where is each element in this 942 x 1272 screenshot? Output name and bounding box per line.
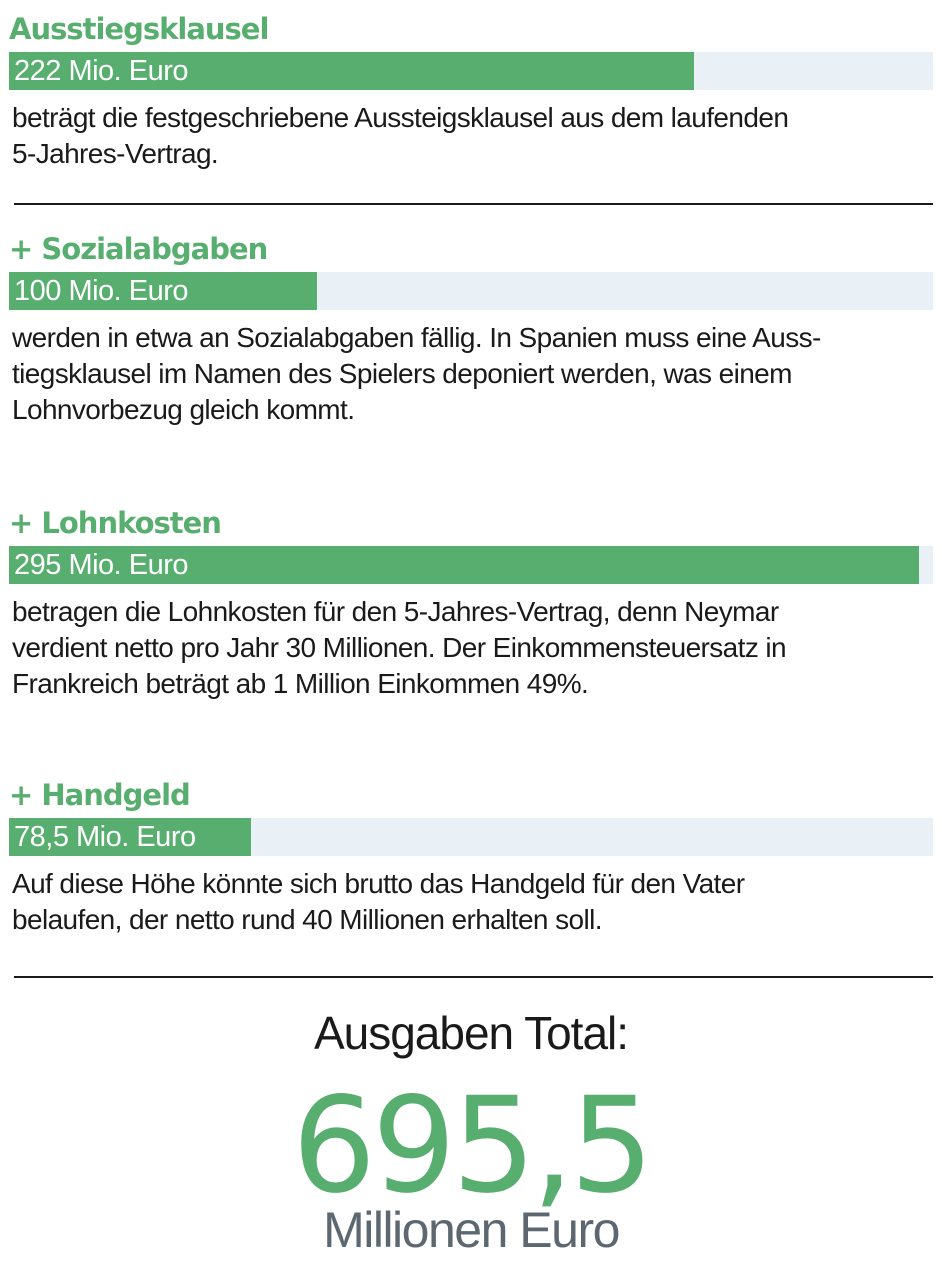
description-line: 5-Jahres-Vertrag. xyxy=(12,138,219,169)
item-heading: Ausstiegsklausel xyxy=(9,12,269,46)
description-line: Frankreich beträgt ab 1 Million Einkomme… xyxy=(12,668,589,699)
description-line: Auf diese Höhe könnte sich brutto das Ha… xyxy=(12,868,745,899)
bar xyxy=(9,546,919,584)
bar-track: 295 Mio. Euro xyxy=(9,546,933,584)
divider xyxy=(14,203,933,205)
divider xyxy=(14,976,933,978)
bar-value-label: 222 Mio. Euro xyxy=(14,55,189,87)
description-line: tiegsklausel im Namen des Spielers depon… xyxy=(12,358,792,389)
item-description: betragen die Lohnkosten für den 5-Jahres… xyxy=(12,594,932,702)
bar-value-label: 100 Mio. Euro xyxy=(14,275,189,307)
item-description: werden in etwa an Sozialabgaben fällig. … xyxy=(12,320,932,428)
item-description: beträgt die festgeschriebene Aussteigskl… xyxy=(12,100,932,172)
bar-track: 78,5 Mio. Euro xyxy=(9,818,933,856)
item-description: Auf diese Höhe könnte sich brutto das Ha… xyxy=(12,866,932,938)
total-value: 695,5 xyxy=(292,1069,654,1223)
description-line: verdient netto pro Jahr 30 Millionen. De… xyxy=(12,632,787,663)
bar-track: 100 Mio. Euro xyxy=(9,272,933,310)
description-line: Lohnvorbezug gleich kommt. xyxy=(12,394,355,425)
description-line: werden in etwa an Sozialabgaben fällig. … xyxy=(12,322,821,353)
bar-value-label: 295 Mio. Euro xyxy=(14,549,189,581)
item-heading: + Lohnkosten xyxy=(9,506,222,540)
description-line: beträgt die festgeschriebene Aussteigskl… xyxy=(12,102,789,133)
bar xyxy=(9,272,318,310)
bar xyxy=(9,818,252,856)
bar-track: 222 Mio. Euro xyxy=(9,52,933,90)
description-line: belaufen, der netto rund 40 Millionen er… xyxy=(12,904,602,935)
item-heading: + Handgeld xyxy=(9,778,191,812)
total-title: Ausgaben Total: xyxy=(313,1007,629,1059)
item-heading: + Sozialabgaben xyxy=(9,232,268,266)
bar xyxy=(9,52,694,90)
total-unit: Millionen Euro xyxy=(323,1202,620,1258)
description-line: betragen die Lohnkosten für den 5-Jahres… xyxy=(12,596,779,627)
bar-value-label: 78,5 Mio. Euro xyxy=(14,821,196,853)
